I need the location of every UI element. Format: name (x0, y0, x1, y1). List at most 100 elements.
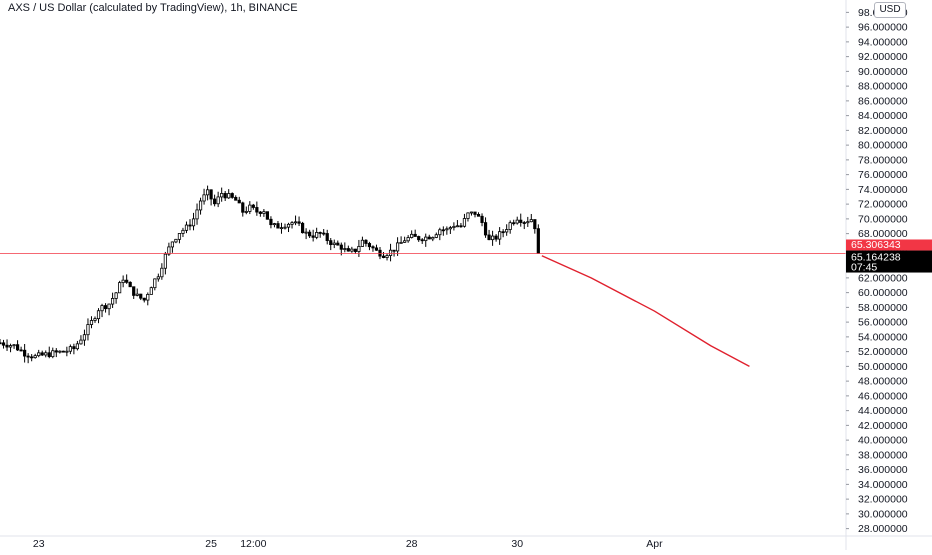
candle-body (339, 244, 343, 250)
candle-body (304, 231, 308, 234)
candle-body (1, 342, 6, 346)
candle-body (343, 248, 347, 250)
candle-body (297, 221, 301, 224)
candle-body (75, 343, 80, 350)
candle-body (188, 224, 192, 227)
y-tick-label: 40.000000 (858, 435, 908, 447)
candle-body (65, 350, 69, 353)
candle-body (47, 352, 51, 358)
candle-body (498, 231, 502, 240)
candle-body (19, 349, 23, 352)
candle-body (417, 236, 421, 241)
candle-body (132, 286, 136, 296)
candle-body (227, 193, 231, 199)
candle-body (308, 231, 312, 237)
candle-body (237, 199, 241, 204)
candle-body (388, 249, 393, 256)
symbol-title: AXS / US Dollar (calculated by TradingVi… (8, 2, 298, 14)
candle-body (483, 222, 488, 236)
y-tick-label: 32.000000 (858, 494, 908, 506)
candle-body (244, 211, 248, 213)
candle-body (30, 356, 34, 359)
y-tick-label: 68.000000 (858, 228, 908, 240)
candle-body (322, 232, 326, 235)
y-tick-label: 28.000000 (858, 523, 908, 535)
candle-body (89, 320, 94, 325)
candle-body (255, 207, 259, 213)
candle-body (519, 219, 523, 223)
candle-body (100, 305, 104, 312)
candle-body (58, 350, 62, 353)
y-tick-label: 78.000000 (858, 154, 908, 166)
candle-body (191, 218, 196, 227)
y-tick-label: 80.000000 (858, 140, 908, 152)
x-tick-label: 28 (406, 538, 418, 550)
candle-body (135, 293, 139, 296)
y-tick-label: 34.000000 (858, 479, 908, 491)
candle-body (121, 279, 125, 284)
alert-price-text: 65.306343 (851, 239, 901, 251)
candle-body (466, 212, 470, 219)
y-tick-label: 46.000000 (858, 390, 908, 402)
last-price-text: 65.164238 (851, 252, 901, 264)
candle-body (248, 204, 252, 212)
candle-body (93, 318, 97, 321)
candle-body (318, 232, 322, 234)
candle-body (146, 294, 150, 301)
candle-body (184, 224, 189, 231)
y-tick-label: 92.000000 (858, 51, 908, 63)
candle-body (72, 346, 76, 350)
y-tick-label: 50.000000 (858, 361, 908, 373)
y-tick-label: 42.000000 (858, 420, 908, 432)
candle-body (79, 339, 83, 345)
currency-button[interactable]: USD (874, 2, 906, 18)
candle-body (346, 248, 350, 252)
candle-body (455, 225, 460, 228)
y-tick-label: 84.000000 (858, 110, 908, 122)
alert-price-tag (846, 239, 932, 251)
x-tick-label: 30 (511, 538, 523, 550)
candle-body (61, 350, 65, 353)
y-tick-label: 74.000000 (858, 184, 908, 196)
projection-layer (541, 255, 750, 367)
y-tick-label: 94.000000 (858, 36, 908, 48)
candle-body (269, 218, 273, 226)
y-tick-label: 62.000000 (858, 272, 908, 284)
time-axis[interactable]: 23 25 12:00 28 30 Apr (0, 535, 932, 550)
last-price-tag (846, 250, 932, 273)
candle-body (434, 234, 438, 238)
candle-body (508, 222, 512, 230)
projection-line (541, 255, 750, 367)
price-axis[interactable]: 28.000000 30.000000 32.000000 34.000000 36.0… (845, 0, 908, 550)
candle-body (177, 233, 182, 240)
y-tick-label: 82.000000 (858, 125, 908, 137)
candle-body (153, 278, 157, 289)
candle-body (209, 189, 213, 200)
candle-body (452, 225, 456, 228)
y-tick-label: 72.000000 (858, 199, 908, 211)
candle-body (103, 305, 108, 310)
y-tick-label: 90.000000 (858, 66, 908, 78)
candle-body (213, 198, 217, 205)
y-tick-label: 54.000000 (858, 331, 908, 343)
candle-body (490, 235, 495, 241)
candle-body (385, 255, 389, 258)
candle-body (54, 350, 58, 353)
candle-body (279, 227, 284, 230)
candle-body (480, 215, 484, 223)
candle-body (234, 197, 238, 201)
candle-body (170, 241, 175, 248)
candle-body (473, 211, 477, 215)
candle-body (265, 211, 270, 220)
candle-body (315, 232, 319, 238)
candle-body (8, 345, 13, 348)
candle-body (181, 229, 185, 234)
candle-body (364, 239, 368, 244)
candle-body (512, 222, 516, 225)
candles-layer (0, 185, 540, 364)
x-tick-label: 25 (205, 538, 217, 550)
candle-body (462, 218, 467, 227)
candle-body (487, 234, 491, 241)
candle-body (139, 293, 143, 299)
